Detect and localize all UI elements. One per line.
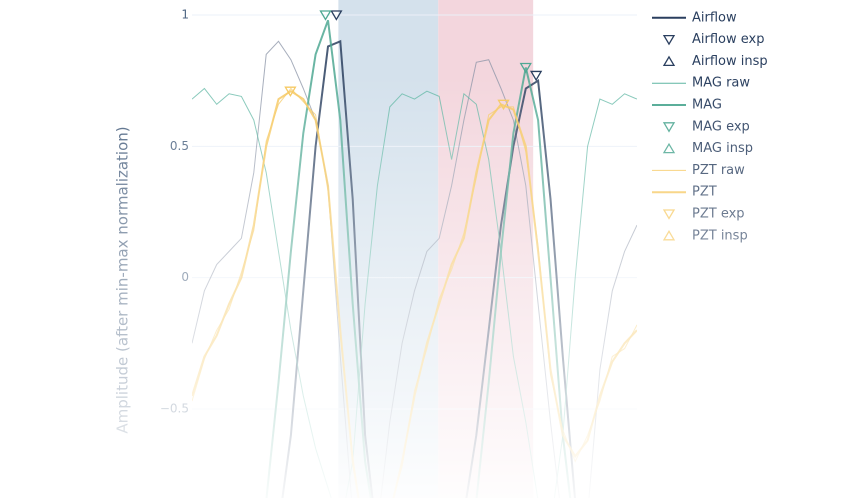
shaded-region [338, 0, 439, 498]
y-axis-title: Amplitude (after min-max normalization) [114, 126, 132, 433]
shaded-region [438, 0, 534, 498]
y-tick-label: 0.5 [170, 139, 189, 153]
legend-swatch [662, 34, 676, 46]
legend-label: MAG insp [692, 141, 753, 156]
legend-swatch [662, 55, 676, 67]
legend-label: Airflow [692, 10, 737, 25]
legend-label: MAG [692, 98, 722, 113]
legend-label: Airflow exp [692, 32, 764, 47]
legend-label: PZT raw [692, 163, 745, 178]
legend-swatch [662, 230, 676, 241]
legend-label: PZT insp [692, 228, 748, 243]
legend-label: MAG exp [692, 119, 750, 134]
y-tick-label: −0.5 [160, 402, 189, 416]
legend-swatch [662, 142, 676, 154]
legend-label: MAG raw [692, 76, 750, 91]
plot-area [192, 0, 637, 498]
legend-label: PZT exp [692, 207, 745, 222]
y-tick-label: 0 [181, 270, 189, 284]
legend-label: Airflow insp [692, 54, 768, 69]
legend-label: Airflow raw [692, 0, 765, 4]
legend-swatch [662, 209, 676, 220]
y-tick-label: 1 [181, 8, 189, 22]
legend-swatch [662, 122, 676, 133]
legend-label: PZT [692, 185, 717, 200]
